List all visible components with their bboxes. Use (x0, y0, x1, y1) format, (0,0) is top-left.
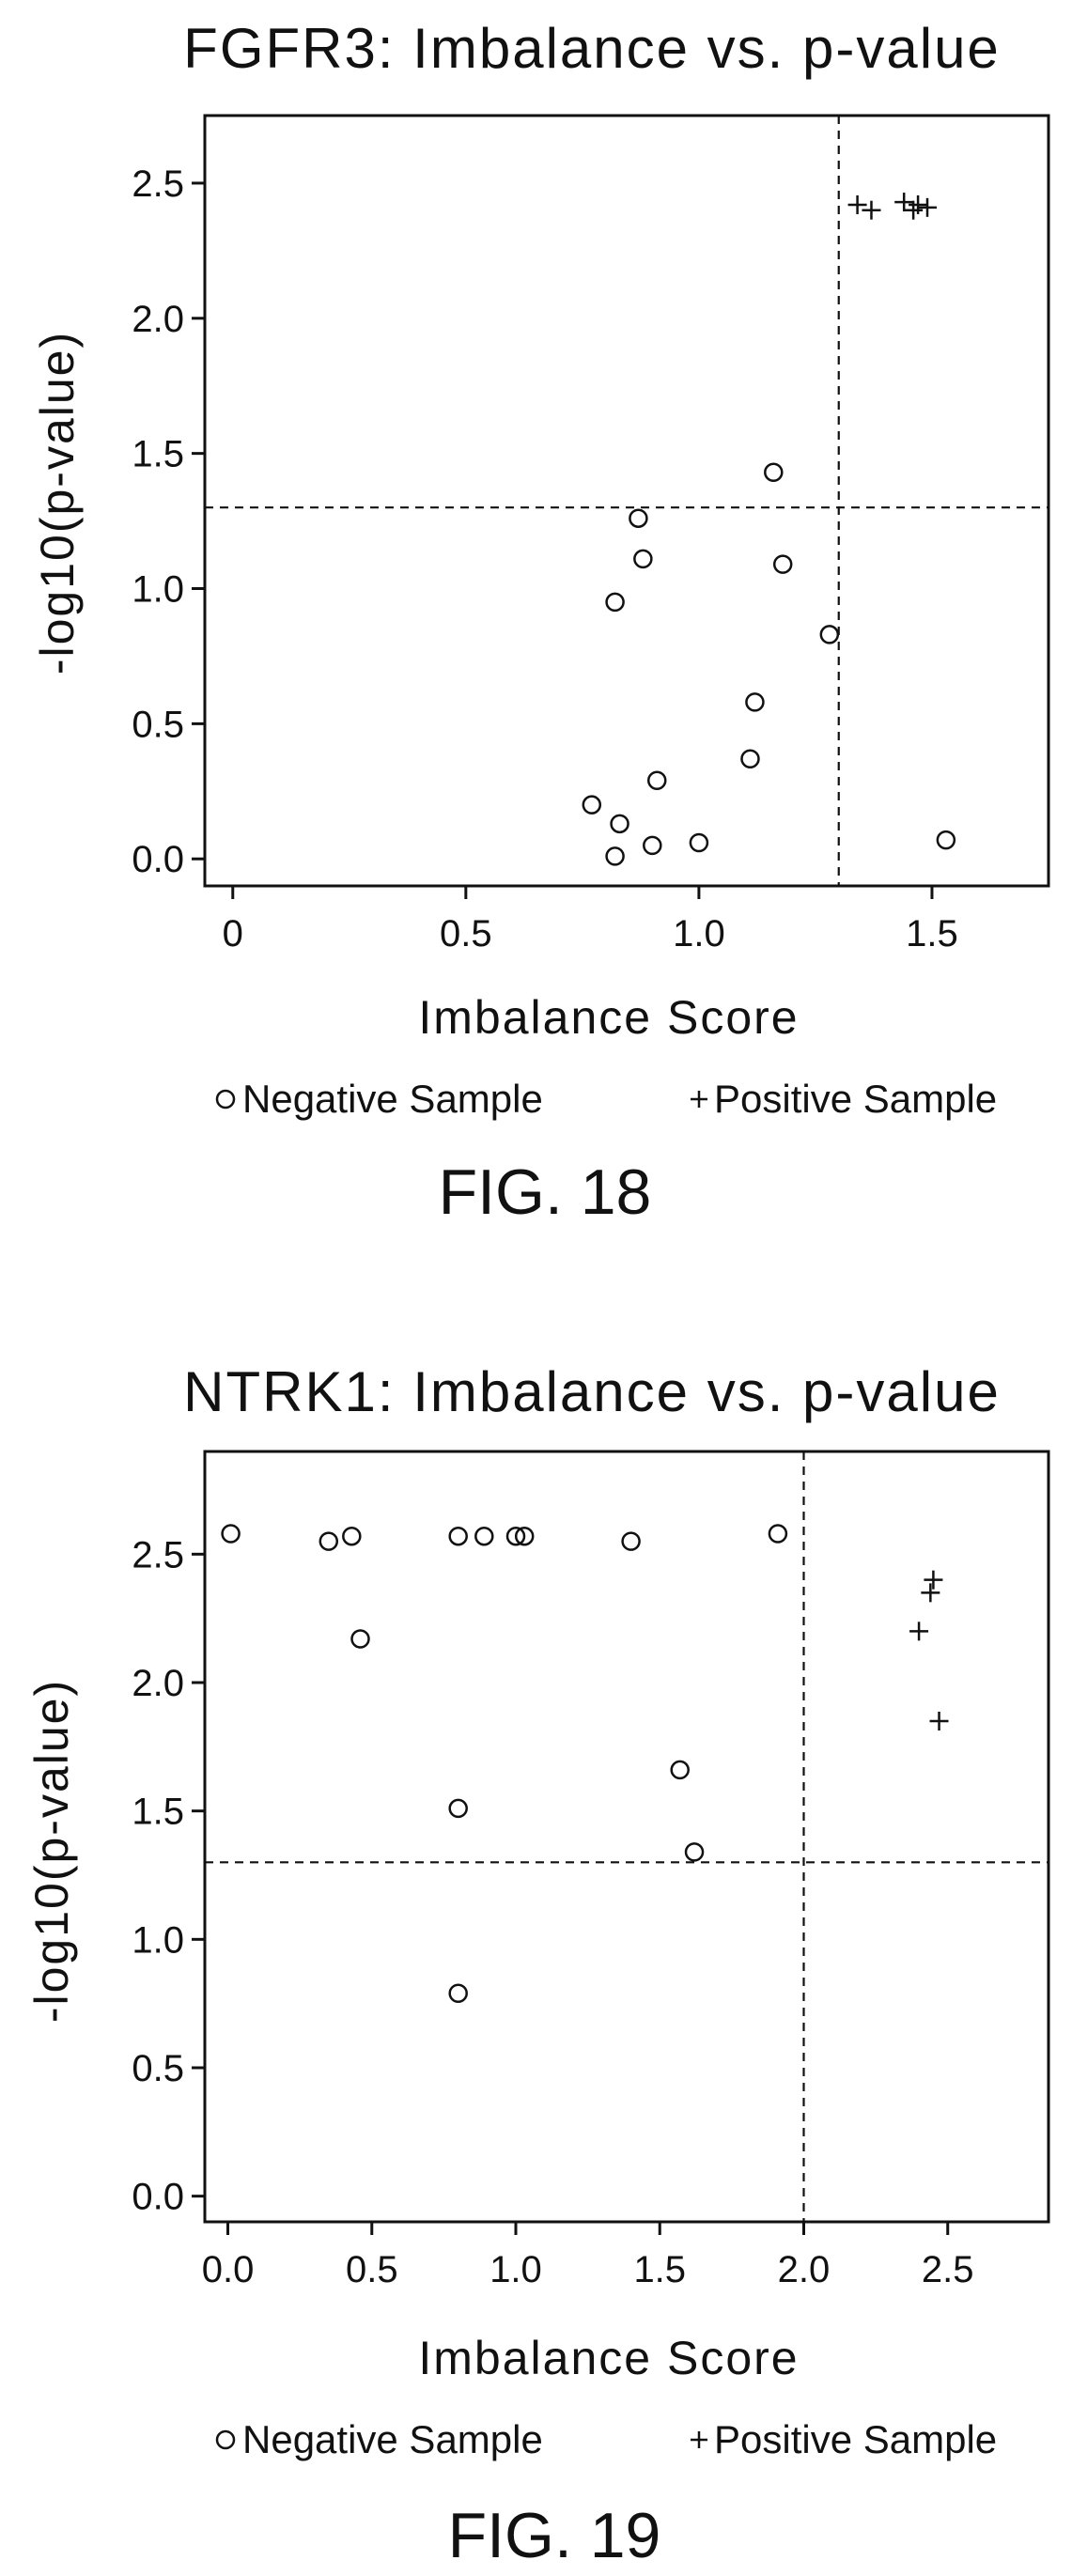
negative-sample-point (342, 1526, 362, 1546)
figure-18: FGFR3: Imbalance vs. p-value Imbalance S… (0, 0, 1072, 1249)
ntrk1-scatter-plot: NTRK1: Imbalance vs. p-value Imbalance S… (25, 1360, 1050, 2571)
y-tick-label: 2.5 (132, 1534, 184, 1575)
legend: Negative Sample Positive Sample (215, 1077, 997, 1121)
negative-sample-point (474, 1526, 494, 1546)
legend-positive-label: Positive Sample (714, 2417, 997, 2461)
y-tick-label: 2.0 (132, 299, 184, 340)
x-axis-label: Imbalance Score (418, 991, 799, 1044)
negative-sample-point (605, 846, 625, 866)
x-tick-label: 1.0 (673, 913, 725, 954)
negative-sample-point (629, 508, 648, 528)
positive-sample-point (847, 194, 867, 214)
plot-area: 0 0.5 1.0 1.5 0.0 0.5 1.0 1.5 2.0 2.5 (132, 114, 1050, 954)
x-tick-label: 0.0 (202, 2249, 255, 2290)
negative-sample-point (448, 1983, 468, 2003)
negative-sample-point (621, 1531, 641, 1551)
x-axis-label: Imbalance Score (418, 2332, 799, 2384)
legend-negative-label: Negative Sample (242, 1077, 543, 1121)
negative-sample-point (610, 814, 629, 834)
legend: Negative Sample Positive Sample (215, 2417, 997, 2461)
y-tick-label: 0.5 (132, 2048, 184, 2089)
positive-sample-point (918, 197, 938, 217)
negative-sample-point (819, 625, 840, 644)
y-tick-label: 1.5 (132, 434, 184, 475)
figure-caption: FIG. 19 (448, 2500, 661, 2571)
x-tick-label: 2.5 (922, 2249, 974, 2290)
negative-sample-point (605, 592, 625, 613)
negative-sample-point (689, 832, 709, 853)
x-tick-label: 1.5 (633, 2249, 686, 2290)
plot-frame (203, 114, 1050, 888)
y-axis-label: -log10(p-value) (31, 331, 84, 675)
positive-sample-point (929, 1712, 949, 1730)
positive-sample-point (921, 1583, 940, 1603)
y-tick-label: 1.0 (132, 1919, 184, 1961)
y-tick-label: 1.0 (132, 569, 184, 611)
x-tick-label: 0.5 (346, 2249, 398, 2290)
y-tick-label: 2.5 (132, 163, 184, 205)
legend-negative-circle-icon (215, 2429, 236, 2450)
negative-sample-point (582, 795, 602, 815)
x-tick-label: 1.0 (489, 2249, 542, 2290)
negative-sample-point (350, 1629, 370, 1649)
legend-positive-plus-icon (691, 2431, 707, 2448)
negative-sample-point (772, 554, 793, 574)
positive-sample-point (909, 1622, 929, 1641)
plot-frame (203, 1450, 1050, 2224)
y-tick-label: 1.5 (132, 1792, 184, 1833)
y-tick-label: 0.5 (132, 704, 184, 745)
negative-sample-point (633, 549, 653, 569)
y-tick-label: 0.0 (132, 2177, 184, 2218)
legend-positive-label: Positive Sample (714, 1077, 997, 1121)
x-tick-label: 1.5 (906, 913, 958, 954)
positive-sample-point (924, 1570, 943, 1590)
negative-sample-point (936, 830, 956, 850)
negative-sample-point (745, 692, 765, 712)
x-tick-label: 2.0 (778, 2249, 831, 2290)
chart-title: FGFR3: Imbalance vs. p-value (183, 17, 1001, 80)
negative-sample-point (684, 1842, 705, 1862)
figure-caption: FIG. 18 (439, 1156, 652, 1228)
y-axis-label: -log10(p-value) (25, 1679, 78, 2023)
negative-sample-point (670, 1760, 690, 1780)
negative-sample-point (514, 1526, 535, 1546)
legend-positive-plus-icon (691, 1091, 707, 1108)
negative-sample-point (448, 1798, 468, 1819)
positive-sample-point (909, 194, 928, 214)
positive-sample-point (862, 200, 881, 220)
positive-sample-point (894, 193, 914, 212)
x-tick-label: 0 (223, 913, 243, 954)
fgfr3-scatter-plot: FGFR3: Imbalance vs. p-value Imbalance S… (31, 17, 1050, 1228)
negative-sample-point (740, 749, 760, 769)
legend-negative-label: Negative Sample (242, 2417, 543, 2461)
negative-sample-point (764, 462, 784, 483)
y-tick-label: 0.0 (132, 839, 184, 880)
x-tick-label: 0.5 (440, 913, 492, 954)
legend-negative-circle-icon (215, 1089, 236, 1110)
plot-area: 0.0 0.5 1.0 1.5 2.0 2.5 0.0 0.5 1.0 1.5 2.0 2.5 (132, 1450, 1050, 2290)
negative-sample-point (505, 1526, 526, 1546)
negative-sample-point (768, 1524, 788, 1544)
negative-sample-point (318, 1531, 339, 1551)
figure-19: NTRK1: Imbalance vs. p-value Imbalance S… (0, 1343, 1072, 2576)
negative-sample-point (221, 1524, 241, 1544)
y-tick-label: 2.0 (132, 1663, 184, 1704)
chart-title: NTRK1: Imbalance vs. p-value (183, 1360, 1001, 1423)
negative-sample-point (448, 1526, 468, 1546)
negative-sample-point (646, 770, 667, 791)
negative-sample-point (643, 835, 662, 856)
